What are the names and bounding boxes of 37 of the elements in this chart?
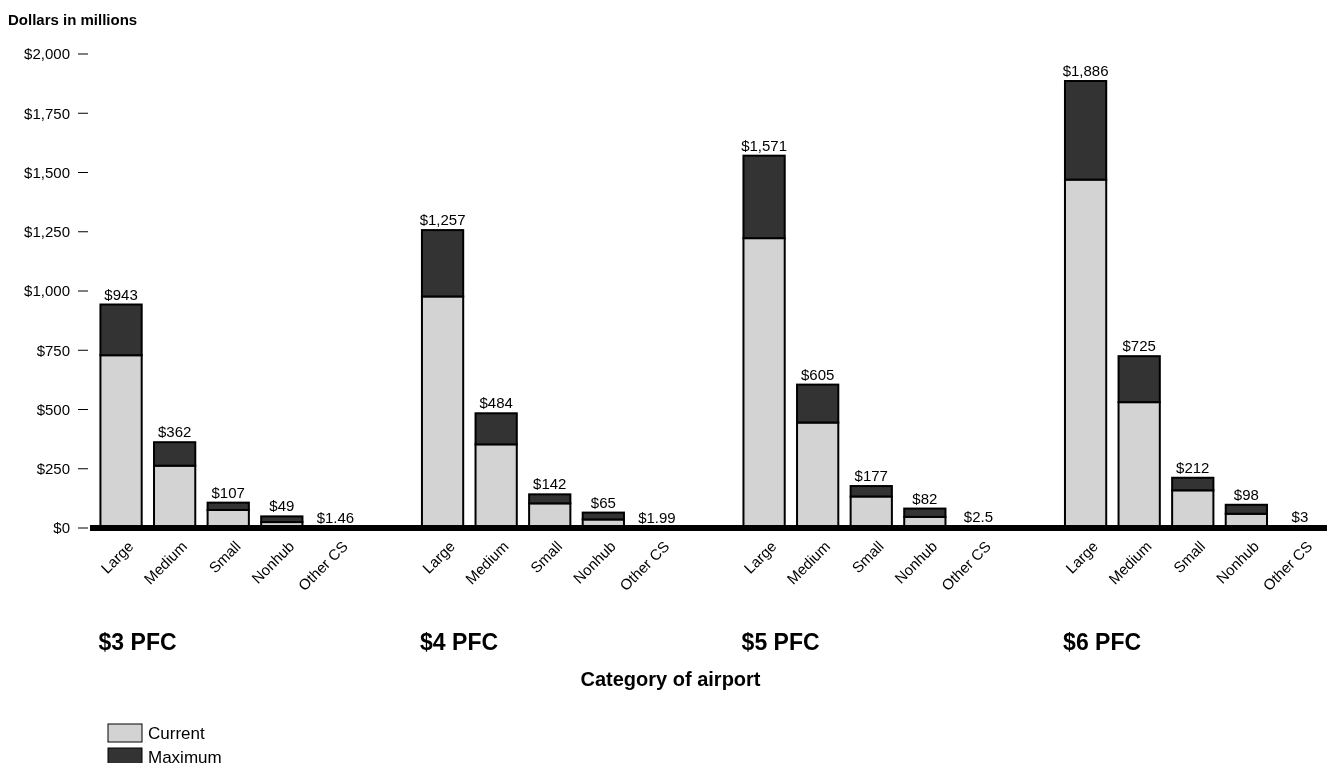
total-label: $1.46: [316, 508, 355, 526]
x-axis-title: Category of airport: [580, 668, 761, 690]
total-label: $142: [533, 475, 567, 493]
total-label: $212: [1176, 458, 1210, 476]
y-tick-label: $1,000: [24, 282, 70, 300]
y-tick-label: $750: [36, 341, 70, 359]
y-tick-label: $1,750: [24, 104, 70, 122]
legend-label: Maximum: [148, 747, 222, 767]
total-label: $1,886: [1062, 62, 1109, 80]
legend-label: Current: [148, 723, 205, 743]
y-tick-label: $500: [36, 400, 70, 418]
y-tick-label: $1,250: [24, 223, 70, 240]
total-label: $1.99: [638, 508, 676, 526]
total-label: $362: [157, 423, 192, 441]
y-tick-label: $0: [53, 519, 70, 537]
y-tick-label: $2,000: [24, 45, 70, 63]
total-label: $107: [211, 483, 245, 501]
total-label: $49: [269, 497, 295, 515]
text: $4 PFC: [420, 629, 499, 655]
total-label: $65: [590, 493, 616, 511]
total-label: $3: [1291, 508, 1309, 526]
total-label: $1,257: [419, 211, 466, 229]
y-tick-label: $250: [36, 460, 70, 477]
total-label: $605: [800, 365, 835, 383]
total-label: $177: [854, 467, 888, 485]
total-label: $98: [1233, 485, 1259, 503]
total-label: $82: [912, 489, 938, 507]
text: $6 PFC: [1063, 629, 1142, 655]
text: $5 PFC: [741, 629, 820, 655]
text: $3 PFC: [98, 629, 177, 655]
total-label: $725: [1122, 337, 1156, 355]
total-label: $943: [104, 285, 138, 303]
total-label: $1,571: [741, 136, 788, 154]
total-label: $2.5: [963, 508, 994, 526]
y-axis-title: Dollars in millions: [8, 11, 138, 28]
y-tick-label: $1,500: [24, 163, 70, 181]
total-label: $484: [479, 394, 513, 412]
